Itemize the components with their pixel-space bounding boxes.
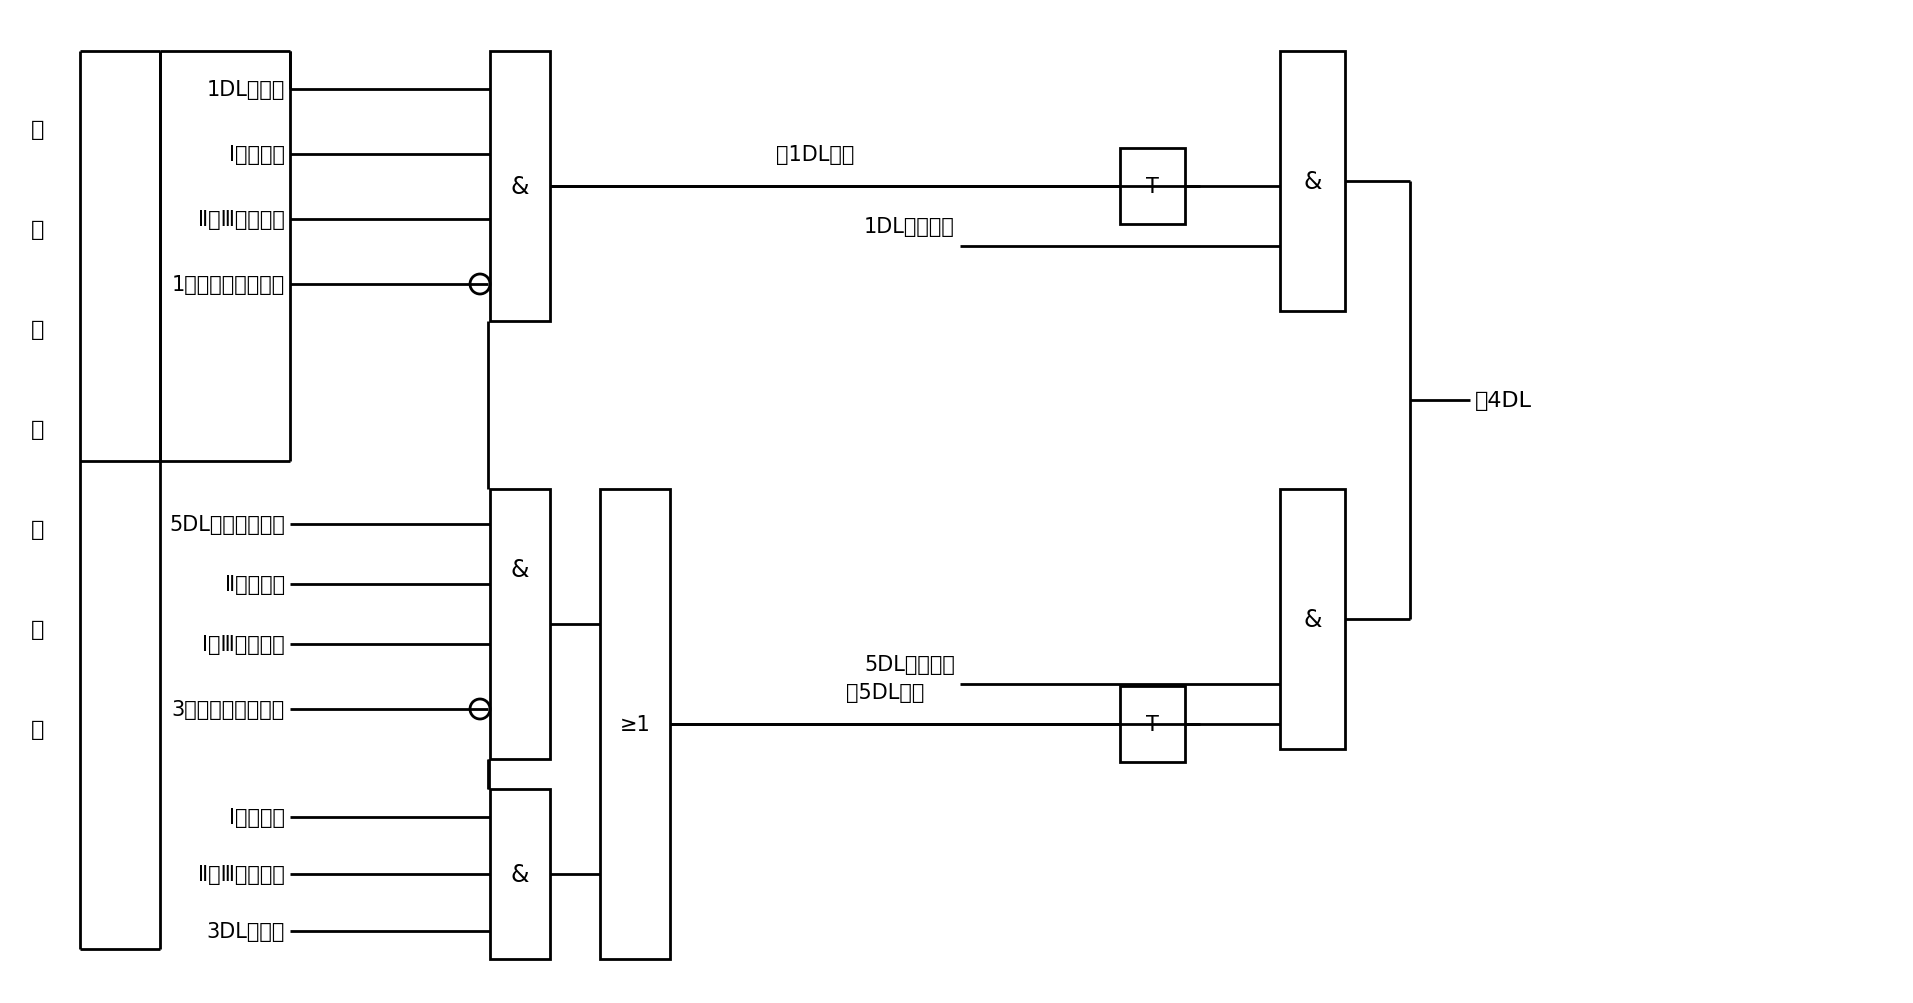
Text: &: & bbox=[511, 863, 530, 886]
Bar bbox=[490, 489, 551, 759]
Text: Ⅱ、Ⅲ母无电压: Ⅱ、Ⅲ母无电压 bbox=[199, 865, 285, 884]
Text: 電: 電 bbox=[31, 520, 44, 540]
Text: 六: 六 bbox=[31, 320, 44, 340]
Text: Ⅱ、Ⅲ母有电压: Ⅱ、Ⅲ母有电压 bbox=[199, 210, 285, 230]
Text: T: T bbox=[1146, 177, 1159, 197]
Text: 式: 式 bbox=[31, 220, 44, 240]
Text: 正: 正 bbox=[31, 620, 44, 639]
Text: ≥1: ≥1 bbox=[620, 714, 650, 734]
Text: Ⅰ母无电压: Ⅰ母无电压 bbox=[230, 144, 285, 164]
Text: 1DL开关分位: 1DL开关分位 bbox=[865, 217, 955, 237]
Bar bbox=[1280, 489, 1345, 749]
Text: Ⅰ母有电压: Ⅰ母有电压 bbox=[230, 807, 285, 827]
Bar bbox=[601, 489, 670, 959]
Bar bbox=[1119, 148, 1184, 225]
Text: 3DL无电流: 3DL无电流 bbox=[207, 921, 285, 941]
Text: &: & bbox=[511, 175, 530, 199]
Text: 跳5DL开关: 跳5DL开关 bbox=[846, 682, 924, 702]
Text: 合4DL: 合4DL bbox=[1475, 390, 1532, 410]
Text: T: T bbox=[1146, 714, 1159, 734]
Text: 跳1DL开关: 跳1DL开关 bbox=[777, 144, 855, 164]
Text: 1号变压器保护动作: 1号变压器保护动作 bbox=[172, 275, 285, 295]
Text: &: & bbox=[511, 558, 530, 582]
Text: 5DL跳位、无电流: 5DL跳位、无电流 bbox=[168, 515, 285, 535]
Text: 常: 常 bbox=[31, 719, 44, 739]
Text: Ⅱ母无电压: Ⅱ母无电压 bbox=[226, 575, 285, 595]
Text: 5DL开关分位: 5DL开关分位 bbox=[865, 654, 955, 674]
Bar bbox=[490, 52, 551, 322]
Text: &: & bbox=[1303, 608, 1322, 631]
Text: 3号变压器保护动作: 3号变压器保护动作 bbox=[172, 699, 285, 719]
Bar bbox=[1280, 52, 1345, 312]
Bar bbox=[490, 789, 551, 959]
Bar bbox=[1119, 686, 1184, 762]
Text: 1DL无电流: 1DL无电流 bbox=[207, 80, 285, 100]
Text: &: & bbox=[1303, 170, 1322, 194]
Text: Ⅰ、Ⅲ母有电压: Ⅰ、Ⅲ母有电压 bbox=[203, 634, 285, 654]
Text: 方: 方 bbox=[31, 120, 44, 139]
Text: 充: 充 bbox=[31, 419, 44, 439]
